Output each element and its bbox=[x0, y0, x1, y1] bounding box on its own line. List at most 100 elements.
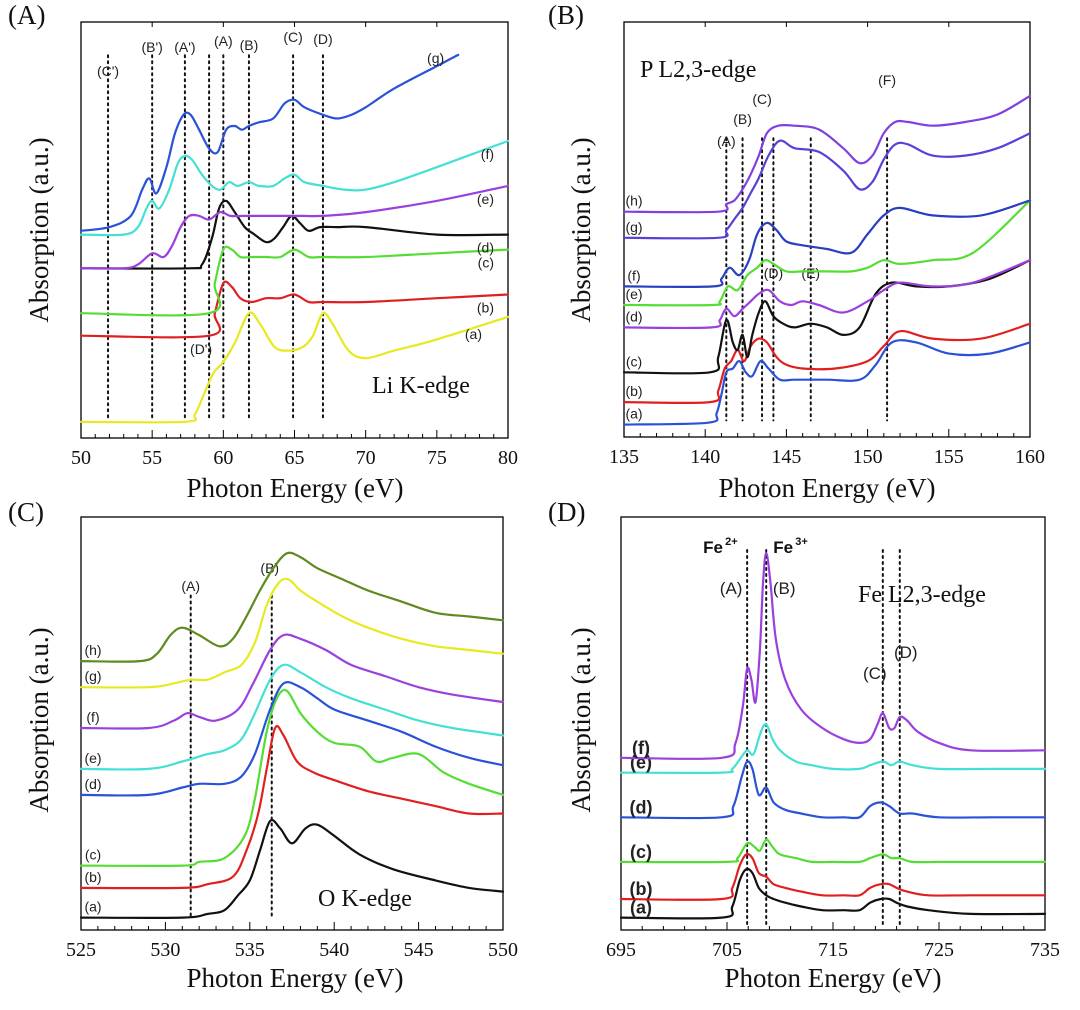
x-tick-label: 145 bbox=[771, 446, 801, 468]
marker-label: (D') bbox=[190, 341, 212, 357]
y-axis-label: Absorption (a.u.) bbox=[566, 137, 596, 322]
panel-label: (B) bbox=[548, 0, 584, 30]
panel-b: 135 140 145 150 155 160 Photon Energy (eV) Abso… bbox=[548, 0, 1045, 503]
series-line bbox=[622, 259, 1032, 375]
plot-frame bbox=[80, 516, 504, 931]
marker-label: (D) bbox=[313, 31, 332, 47]
panel-c: 525 530 535 540 545 550 Photon Energy (eV) Abso… bbox=[8, 497, 518, 993]
marker-label: (B') bbox=[141, 39, 162, 55]
x-tick-label: 50 bbox=[71, 447, 91, 469]
panel-label: (C) bbox=[8, 497, 44, 527]
series-line bbox=[619, 760, 1047, 820]
series-line bbox=[79, 184, 510, 270]
series-line bbox=[619, 552, 1047, 761]
inset-title: Fe L2,3-edge bbox=[858, 582, 986, 608]
x-tick-label: 140 bbox=[690, 446, 720, 468]
series-line bbox=[79, 663, 505, 771]
series-line bbox=[79, 199, 510, 270]
series-label: (d) bbox=[84, 776, 101, 792]
series-label: (c) bbox=[630, 842, 652, 862]
panel-label: (A) bbox=[8, 0, 45, 30]
series-label: (e) bbox=[477, 191, 494, 207]
x-tick-label: 545 bbox=[404, 939, 434, 961]
series-line bbox=[622, 199, 1032, 307]
series-line bbox=[619, 867, 1047, 920]
x-tick-label: 725 bbox=[924, 939, 954, 961]
x-tick-label: 55 bbox=[142, 447, 162, 469]
x-tick-label: 530 bbox=[150, 939, 180, 961]
series-line bbox=[79, 245, 510, 317]
series-label: (f) bbox=[627, 267, 640, 283]
series-line bbox=[622, 199, 1032, 289]
series-label: (a) bbox=[630, 898, 652, 918]
series-line bbox=[622, 94, 1032, 214]
series-label: (d) bbox=[625, 308, 642, 324]
panel-a: 50 55 60 65 70 75 80 Photon Energy (eV) Absorpti… bbox=[8, 0, 518, 503]
marker-label: (A) bbox=[720, 579, 743, 598]
inset-title: P L2,3-edge bbox=[640, 57, 756, 83]
x-tick-label: 550 bbox=[488, 939, 518, 961]
series-label: (a) bbox=[625, 406, 642, 422]
x-tick-label: 525 bbox=[66, 939, 96, 961]
series-line bbox=[622, 132, 1032, 240]
x-tick-label: 155 bbox=[934, 446, 964, 468]
series-line bbox=[79, 53, 460, 232]
series-line bbox=[619, 838, 1047, 864]
series-line bbox=[619, 723, 1047, 775]
marker-label: (A) bbox=[717, 133, 736, 149]
inset-title: O K-edge bbox=[318, 886, 412, 912]
series-line bbox=[79, 680, 505, 797]
x-tick-label: 80 bbox=[498, 447, 518, 469]
x-tick-label: 75 bbox=[427, 447, 447, 469]
marker-label: (A) bbox=[181, 578, 200, 594]
series-label: (g) bbox=[625, 219, 642, 235]
marker-label: (F) bbox=[878, 72, 896, 88]
marker-label: (C) bbox=[752, 91, 771, 107]
fe2-label: Fe bbox=[703, 538, 723, 557]
series-label: (f) bbox=[632, 738, 650, 758]
x-tick-label: 695 bbox=[606, 939, 636, 961]
series-label: (c) bbox=[85, 847, 101, 863]
series-label: (d) bbox=[477, 240, 494, 256]
series-line bbox=[79, 688, 505, 867]
x-tick-label: 60 bbox=[213, 447, 233, 469]
marker-label: (B) bbox=[773, 579, 796, 598]
series-line bbox=[79, 818, 505, 919]
series-label: (b) bbox=[84, 869, 101, 885]
marker-label: (C') bbox=[97, 63, 119, 79]
series-line bbox=[619, 852, 1047, 901]
x-tick-label: 735 bbox=[1030, 939, 1060, 961]
series-label: (f) bbox=[481, 146, 494, 162]
series-label: (b) bbox=[477, 299, 494, 315]
plot-frame bbox=[623, 21, 1031, 438]
series-label: (g) bbox=[84, 668, 101, 684]
series-label: (c) bbox=[478, 255, 494, 271]
series-label: (f) bbox=[86, 709, 99, 725]
series-label: (g) bbox=[427, 50, 444, 66]
series-line bbox=[79, 139, 510, 237]
x-axis-label: Photon Energy (eV) bbox=[187, 473, 404, 503]
marker-label: (B) bbox=[240, 37, 259, 53]
x-tick-label: 705 bbox=[712, 939, 742, 961]
series-label: (b) bbox=[625, 383, 642, 399]
plot-frame bbox=[620, 516, 1046, 931]
series-label: (a) bbox=[465, 326, 482, 342]
inset-title: Li K-edge bbox=[372, 373, 470, 399]
series-line bbox=[79, 551, 505, 663]
x-axis-label: Photon Energy (eV) bbox=[719, 473, 936, 503]
x-tick-label: 70 bbox=[356, 447, 376, 469]
x-tick-label: 160 bbox=[1015, 446, 1045, 468]
series-label: (c) bbox=[626, 353, 642, 369]
series-line bbox=[79, 633, 505, 730]
series-line bbox=[622, 322, 1032, 405]
x-tick-label: 715 bbox=[818, 939, 848, 961]
series-line bbox=[79, 724, 505, 890]
fe3-superscript: 3+ bbox=[795, 536, 808, 548]
marker-label: (C) bbox=[283, 29, 302, 45]
panel-d: 695 705 715 725 735 Photon Energy (eV) Absorpt… bbox=[548, 497, 1060, 993]
y-axis-label: Absorption (a.u.) bbox=[24, 137, 54, 322]
marker-label: (C) bbox=[863, 664, 887, 683]
marker-label: (A') bbox=[174, 39, 195, 55]
series-label: (h) bbox=[84, 642, 101, 658]
marker-label: (B) bbox=[733, 111, 752, 127]
